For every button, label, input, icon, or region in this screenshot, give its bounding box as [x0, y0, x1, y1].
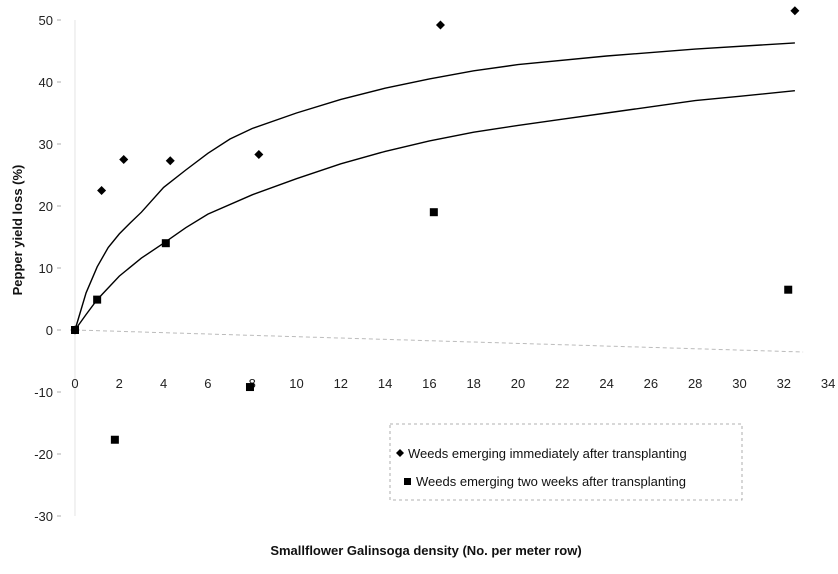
y-tick-label: -10	[34, 385, 53, 400]
axes: 0246810121416182022242628303234-30-20-10…	[34, 13, 835, 524]
data-point-immediate	[790, 6, 800, 16]
fit-curves	[74, 42, 795, 331]
x-tick-label: 6	[204, 376, 211, 391]
x-tick-label: 20	[511, 376, 525, 391]
y-tick-label: 10	[39, 261, 53, 276]
data-point-two-weeks	[161, 239, 170, 248]
legend: Weeds emerging immediately after transpl…	[389, 423, 743, 501]
y-tick-label: 0	[46, 323, 53, 338]
y-tick-label: 30	[39, 137, 53, 152]
y-tick-label: -30	[34, 509, 53, 524]
x-tick-label: 30	[732, 376, 746, 391]
y-tick-label: 20	[39, 199, 53, 214]
legend-square-icon	[404, 478, 411, 485]
data-point-two-weeks	[429, 208, 438, 217]
x-tick-label: 22	[555, 376, 569, 391]
fit-curve-series-1	[74, 90, 795, 331]
y-axis-title: Pepper yield loss (%)	[10, 165, 25, 296]
x-tick-label: 12	[334, 376, 348, 391]
y-tick-label: 50	[39, 13, 53, 28]
data-point-immediate	[165, 156, 175, 166]
x-tick-label: 2	[116, 376, 123, 391]
y-tick-label: 40	[39, 75, 53, 90]
x-tick-label: 18	[466, 376, 480, 391]
data-point-two-weeks	[71, 326, 79, 334]
x-tick-label: 34	[821, 376, 835, 391]
legend-diamond-icon	[396, 449, 404, 457]
x-tick-label: 10	[289, 376, 303, 391]
data-point-immediate	[435, 20, 445, 30]
x-tick-label: 0	[71, 376, 78, 391]
legend-entry-two-weeks: Weeds emerging two weeks after transplan…	[416, 474, 686, 489]
data-point-immediate	[97, 186, 107, 195]
x-axis-line	[74, 329, 804, 353]
data-point-two-weeks	[93, 295, 102, 304]
legend-entry-immediate: Weeds emerging immediately after transpl…	[408, 446, 687, 461]
fit-curve-series-0	[74, 42, 795, 331]
data-point-immediate	[119, 155, 129, 164]
x-tick-label: 16	[422, 376, 436, 391]
data-point-two-weeks	[245, 383, 254, 392]
x-tick-label: 14	[378, 376, 392, 391]
data-point-immediate	[254, 150, 264, 160]
data-point-two-weeks	[110, 435, 119, 444]
data-markers	[70, 6, 800, 444]
legend-box	[389, 423, 743, 501]
x-tick-label: 26	[644, 376, 658, 391]
x-axis-title: Smallflower Galinsoga density (No. per m…	[270, 543, 581, 558]
x-tick-label: 4	[160, 376, 167, 391]
y-tick-label: -20	[34, 447, 53, 462]
x-tick-label: 24	[599, 376, 613, 391]
x-tick-label: 32	[777, 376, 791, 391]
data-point-two-weeks	[784, 285, 793, 294]
x-tick-label: 28	[688, 376, 702, 391]
